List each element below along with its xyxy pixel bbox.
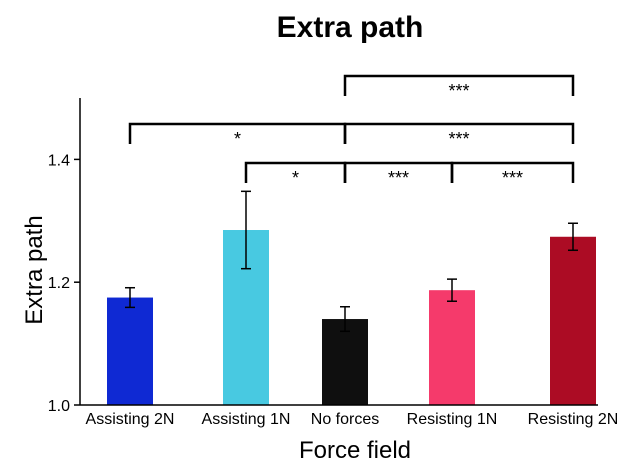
significance-bracket bbox=[343, 74, 575, 96]
x-tick-label: Resisting 1N bbox=[407, 411, 498, 428]
chart-title: Extra path bbox=[277, 11, 424, 44]
y-tick-label: 1.4 bbox=[48, 152, 70, 169]
y-axis-label: Extra path bbox=[21, 215, 48, 324]
significance-label: * bbox=[234, 129, 241, 149]
plot-area: 1.0 1.2 1.4 Assisting 2N Assisting 1N No forc… bbox=[48, 74, 619, 428]
y-tick-label: 1.0 bbox=[48, 398, 70, 415]
x-tick-label: Resisting 2N bbox=[528, 411, 619, 428]
bar bbox=[322, 319, 368, 405]
significance-label: * bbox=[292, 168, 299, 188]
significance-bracket bbox=[343, 122, 575, 144]
x-tick-label: Assisting 2N bbox=[86, 411, 175, 428]
significance-label: *** bbox=[502, 168, 523, 188]
significance-label: *** bbox=[448, 129, 469, 149]
bar bbox=[107, 297, 153, 405]
significance-label: *** bbox=[448, 81, 469, 101]
x-tick-label: Assisting 1N bbox=[202, 411, 291, 428]
significance-label: *** bbox=[388, 168, 409, 188]
bar bbox=[550, 236, 596, 405]
significance-bracket bbox=[450, 161, 575, 183]
x-tick-label: No forces bbox=[311, 411, 379, 428]
x-axis-label: Force field bbox=[299, 437, 411, 463]
y-tick-label: 1.2 bbox=[48, 275, 70, 292]
bar bbox=[429, 290, 475, 405]
